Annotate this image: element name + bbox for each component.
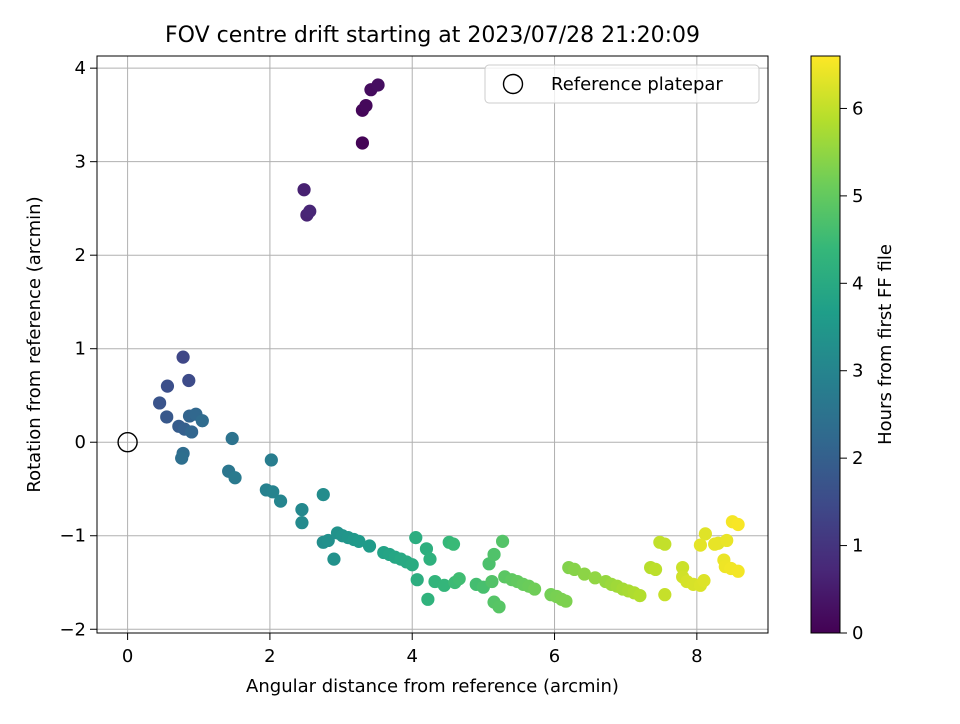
data-point bbox=[421, 592, 435, 606]
plot-frame bbox=[96, 55, 769, 634]
data-point bbox=[160, 410, 174, 424]
data-point bbox=[437, 578, 451, 592]
data-point bbox=[658, 537, 672, 551]
data-point bbox=[588, 571, 602, 585]
scatter-points bbox=[153, 78, 745, 614]
y-tick-label: −1 bbox=[59, 526, 86, 547]
legend-box bbox=[484, 64, 760, 104]
data-point bbox=[658, 588, 672, 602]
data-point bbox=[359, 98, 373, 113]
data-point bbox=[182, 373, 196, 388]
axis-ticks: 0 2 4 6 8 −2 −1 0 1 2 3 4 bbox=[59, 58, 702, 667]
y-tick-label: 0 bbox=[75, 432, 86, 453]
colorbar-ticks: 0 1 2 3 4 5 6 bbox=[840, 98, 863, 644]
data-point bbox=[355, 136, 370, 150]
data-point bbox=[160, 379, 175, 393]
legend: Reference platepar bbox=[484, 64, 760, 104]
data-point bbox=[492, 600, 506, 614]
reference-platepar-marker bbox=[117, 432, 138, 453]
y-tick-label: −2 bbox=[59, 619, 86, 640]
x-tick-label: 4 bbox=[406, 646, 417, 667]
data-point bbox=[405, 558, 419, 572]
data-point bbox=[153, 396, 167, 410]
data-point bbox=[676, 560, 690, 575]
x-tick-label: 0 bbox=[122, 646, 133, 667]
data-point bbox=[731, 564, 745, 578]
data-point bbox=[371, 78, 385, 92]
data-point bbox=[698, 527, 712, 541]
data-point bbox=[485, 574, 499, 589]
colorbar-tick-label: 5 bbox=[852, 186, 863, 207]
colorbar-tick-label: 0 bbox=[852, 623, 863, 644]
data-point bbox=[419, 542, 434, 556]
data-point bbox=[316, 487, 330, 502]
data-point bbox=[446, 537, 461, 551]
colorbar-tick-label: 1 bbox=[852, 536, 863, 557]
data-point bbox=[452, 572, 466, 586]
y-axis-label: Rotation from reference (arcmin) bbox=[24, 196, 45, 492]
colorbar-tick-label: 4 bbox=[852, 273, 863, 294]
data-point bbox=[321, 533, 335, 548]
data-point bbox=[697, 574, 711, 588]
data-point bbox=[559, 594, 573, 608]
x-tick-label: 8 bbox=[691, 646, 702, 667]
data-point bbox=[295, 502, 309, 517]
data-point bbox=[495, 534, 510, 548]
data-point bbox=[185, 425, 199, 439]
data-point bbox=[409, 531, 423, 545]
x-tick-label: 6 bbox=[549, 646, 560, 667]
y-tick-label: 3 bbox=[75, 152, 86, 173]
data-point bbox=[297, 183, 311, 197]
data-point bbox=[264, 453, 278, 467]
data-point bbox=[352, 534, 366, 548]
data-point bbox=[225, 431, 239, 446]
data-point bbox=[410, 573, 424, 587]
data-point bbox=[577, 567, 592, 581]
data-point bbox=[720, 533, 734, 548]
data-point bbox=[487, 547, 501, 562]
data-point bbox=[423, 552, 437, 566]
data-point bbox=[327, 552, 341, 566]
colorbar-tick-label: 2 bbox=[852, 448, 863, 469]
data-point bbox=[731, 517, 745, 532]
colorbar-tick-label: 3 bbox=[852, 361, 863, 382]
chart-title: FOV centre drift starting at 2023/07/28 … bbox=[165, 23, 700, 48]
grid-layer bbox=[97, 56, 768, 633]
y-tick-label: 1 bbox=[75, 339, 86, 360]
x-tick-label: 2 bbox=[264, 646, 275, 667]
colorbar-tick-label: 6 bbox=[852, 98, 863, 119]
legend-label: Reference platepar bbox=[551, 74, 723, 95]
data-point bbox=[303, 204, 317, 218]
data-point bbox=[176, 350, 190, 364]
data-point bbox=[633, 588, 647, 603]
data-point bbox=[693, 538, 708, 552]
data-point bbox=[648, 562, 663, 577]
x-axis-label: Angular distance from reference (arcmin) bbox=[246, 676, 619, 697]
data-point bbox=[567, 562, 582, 577]
data-point bbox=[273, 494, 288, 508]
data-point bbox=[708, 537, 722, 551]
colorbar bbox=[810, 55, 841, 634]
y-tick-label: 4 bbox=[75, 58, 86, 79]
legend-marker-icon bbox=[502, 73, 524, 95]
data-point bbox=[175, 451, 189, 465]
y-tick-label: 2 bbox=[75, 245, 86, 266]
data-point bbox=[195, 414, 209, 428]
data-point bbox=[266, 485, 280, 499]
data-point bbox=[528, 582, 542, 596]
data-point bbox=[362, 539, 377, 553]
data-point bbox=[228, 471, 242, 485]
colorbar-label: Hours from first FF file bbox=[875, 244, 896, 445]
data-point bbox=[295, 516, 309, 530]
